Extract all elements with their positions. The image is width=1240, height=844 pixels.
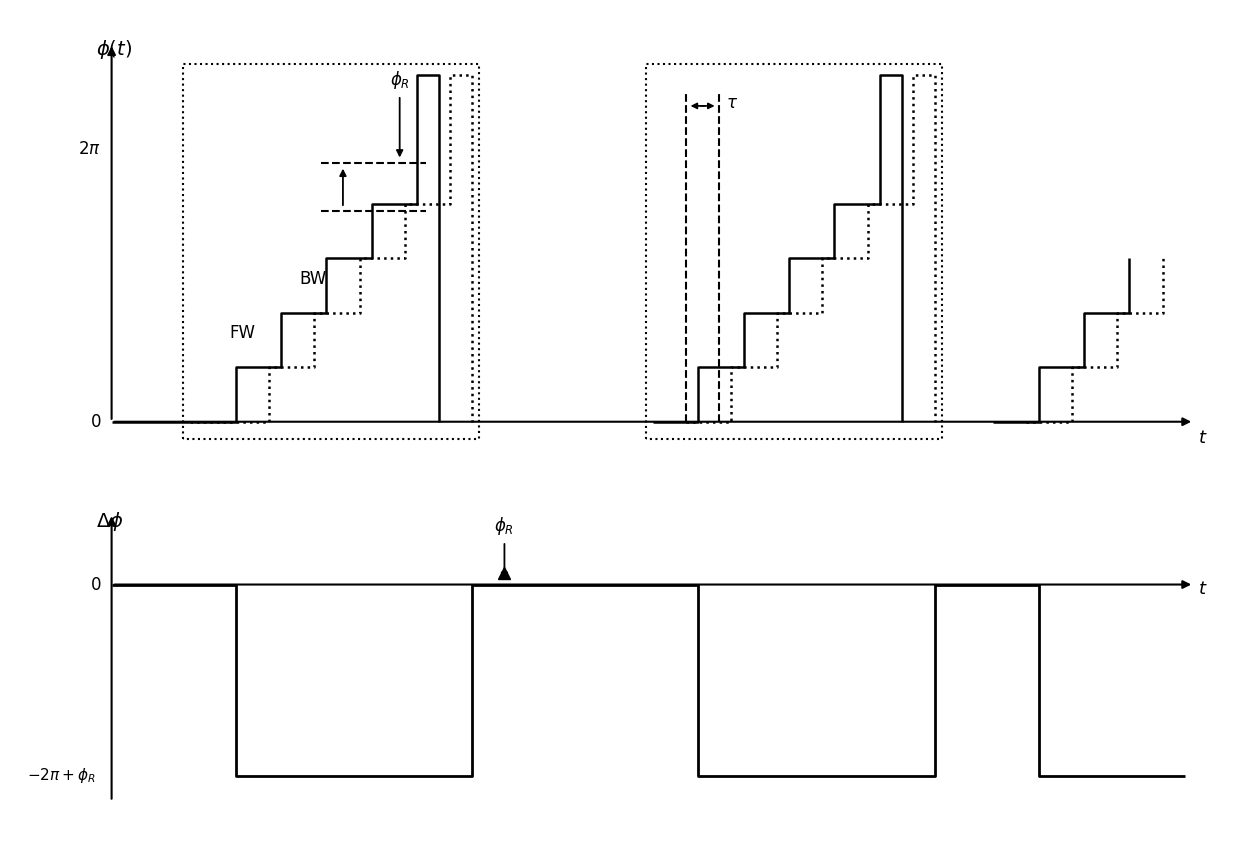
Text: BW: BW — [299, 270, 326, 288]
Text: $\tau$: $\tau$ — [727, 95, 738, 112]
Text: $-2\pi+\phi_R$: $-2\pi+\phi_R$ — [27, 766, 95, 785]
Text: $\phi_R$: $\phi_R$ — [389, 69, 409, 91]
Text: $t$: $t$ — [1198, 429, 1208, 446]
Text: $\phi_R$: $\phi_R$ — [495, 515, 515, 537]
Text: $t$: $t$ — [1198, 580, 1208, 598]
Text: $0$: $0$ — [89, 413, 102, 430]
Text: $0$: $0$ — [89, 576, 102, 593]
Text: $\phi(t)$: $\phi(t)$ — [95, 38, 131, 61]
Text: $2\pi$: $2\pi$ — [78, 140, 102, 159]
Text: $\Delta\phi$: $\Delta\phi$ — [95, 510, 124, 533]
Text: FW: FW — [229, 324, 255, 343]
